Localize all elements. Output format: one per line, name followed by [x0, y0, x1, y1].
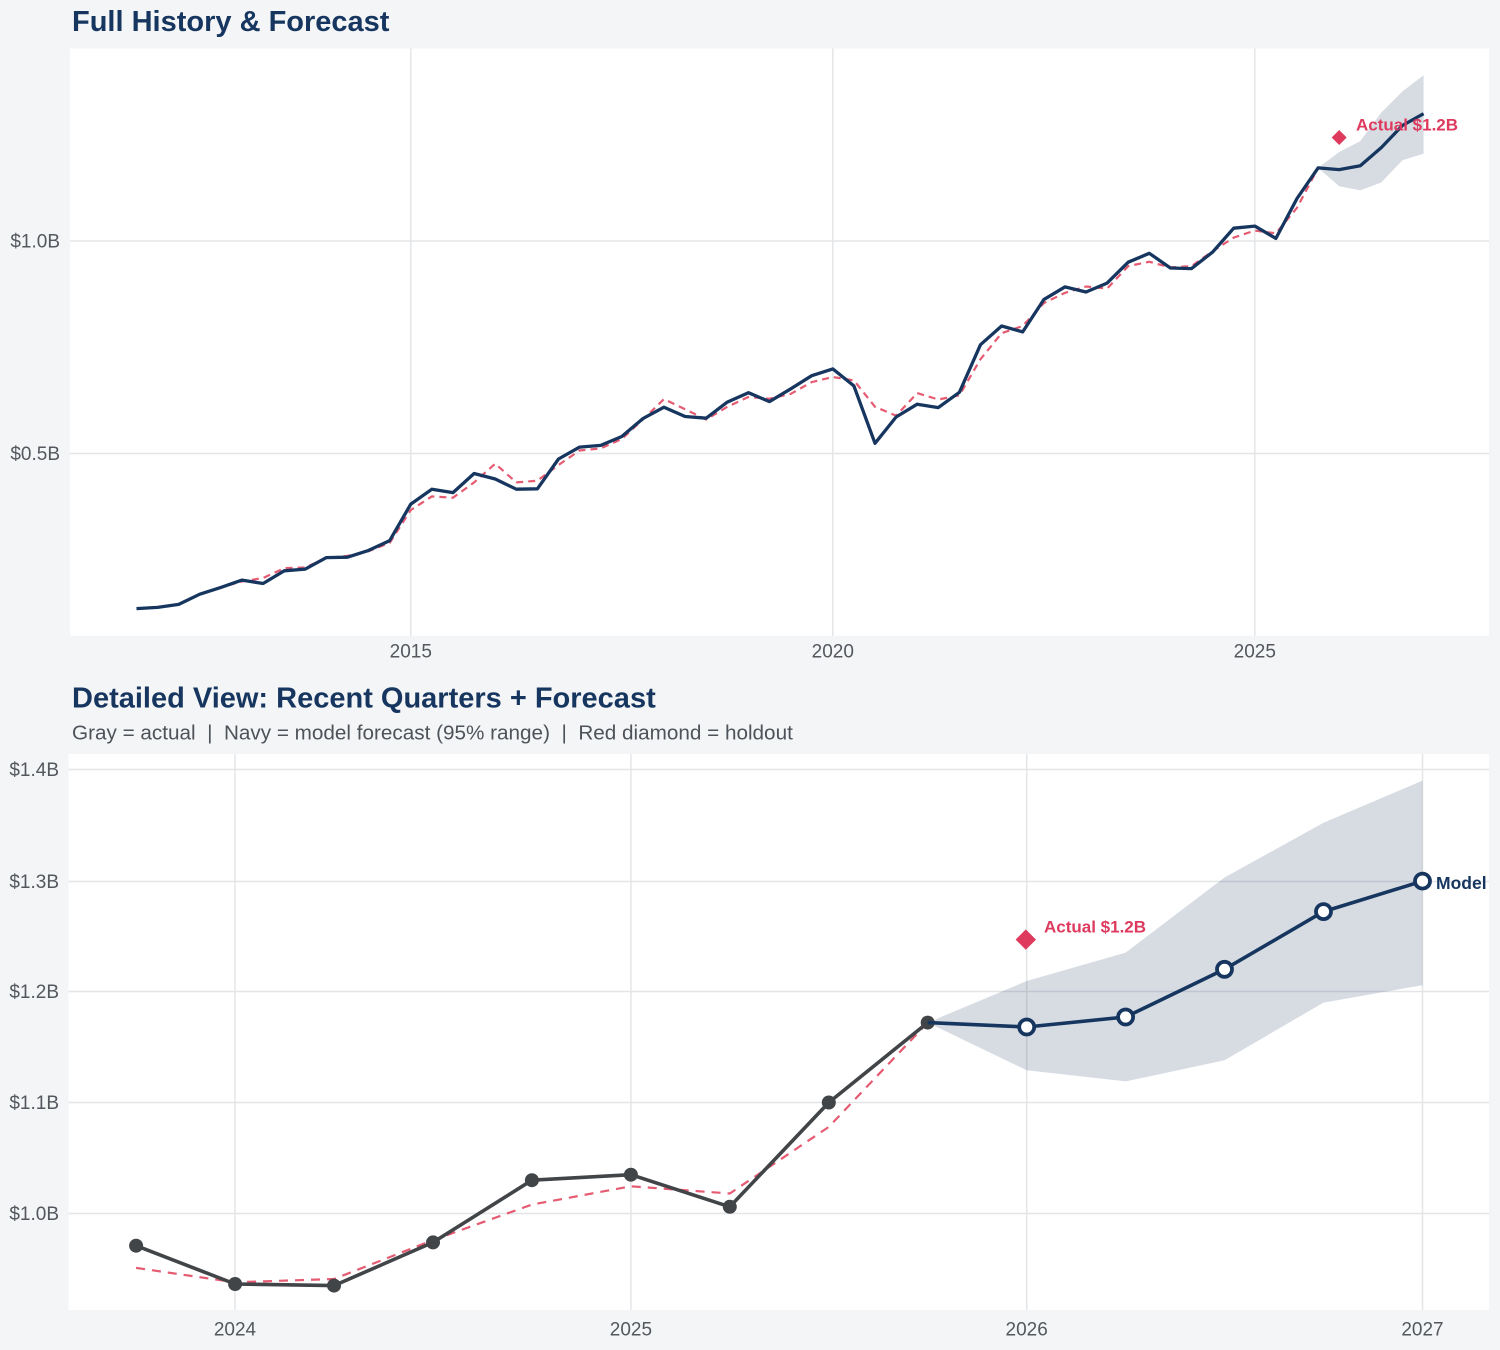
svg-text:$1.0B: $1.0B: [9, 1204, 59, 1225]
svg-text:2025: 2025: [1234, 642, 1276, 663]
svg-text:Actual $1.2B: Actual $1.2B: [1044, 918, 1146, 937]
svg-text:$1.1B: $1.1B: [9, 1093, 59, 1114]
svg-text:2015: 2015: [390, 642, 432, 663]
svg-text:$1.0B: $1.0B: [10, 232, 60, 253]
svg-text:$0.5B: $0.5B: [10, 444, 60, 465]
svg-text:Gray = actual | Navy = model: Gray = actual | Navy = model forecast (9…: [72, 722, 793, 745]
svg-text:2020: 2020: [812, 642, 854, 663]
svg-text:$1.2B: $1.2B: [9, 982, 59, 1003]
svg-text:Actual $1.2B: Actual $1.2B: [1356, 116, 1458, 135]
svg-text:$1.3B: $1.3B: [9, 872, 59, 893]
svg-text:2026: 2026: [1006, 1320, 1048, 1341]
svg-text:2025: 2025: [610, 1320, 652, 1341]
svg-text:2027: 2027: [1401, 1320, 1443, 1341]
svg-text:Model: Model: [1436, 873, 1487, 893]
svg-text:Full History & Forecast: Full History & Forecast: [72, 6, 390, 38]
svg-text:$1.4B: $1.4B: [9, 760, 59, 781]
svg-text:Detailed View: Recent Quarters: Detailed View: Recent Quarters + Forecas…: [72, 683, 656, 715]
svg-text:2024: 2024: [214, 1320, 257, 1341]
